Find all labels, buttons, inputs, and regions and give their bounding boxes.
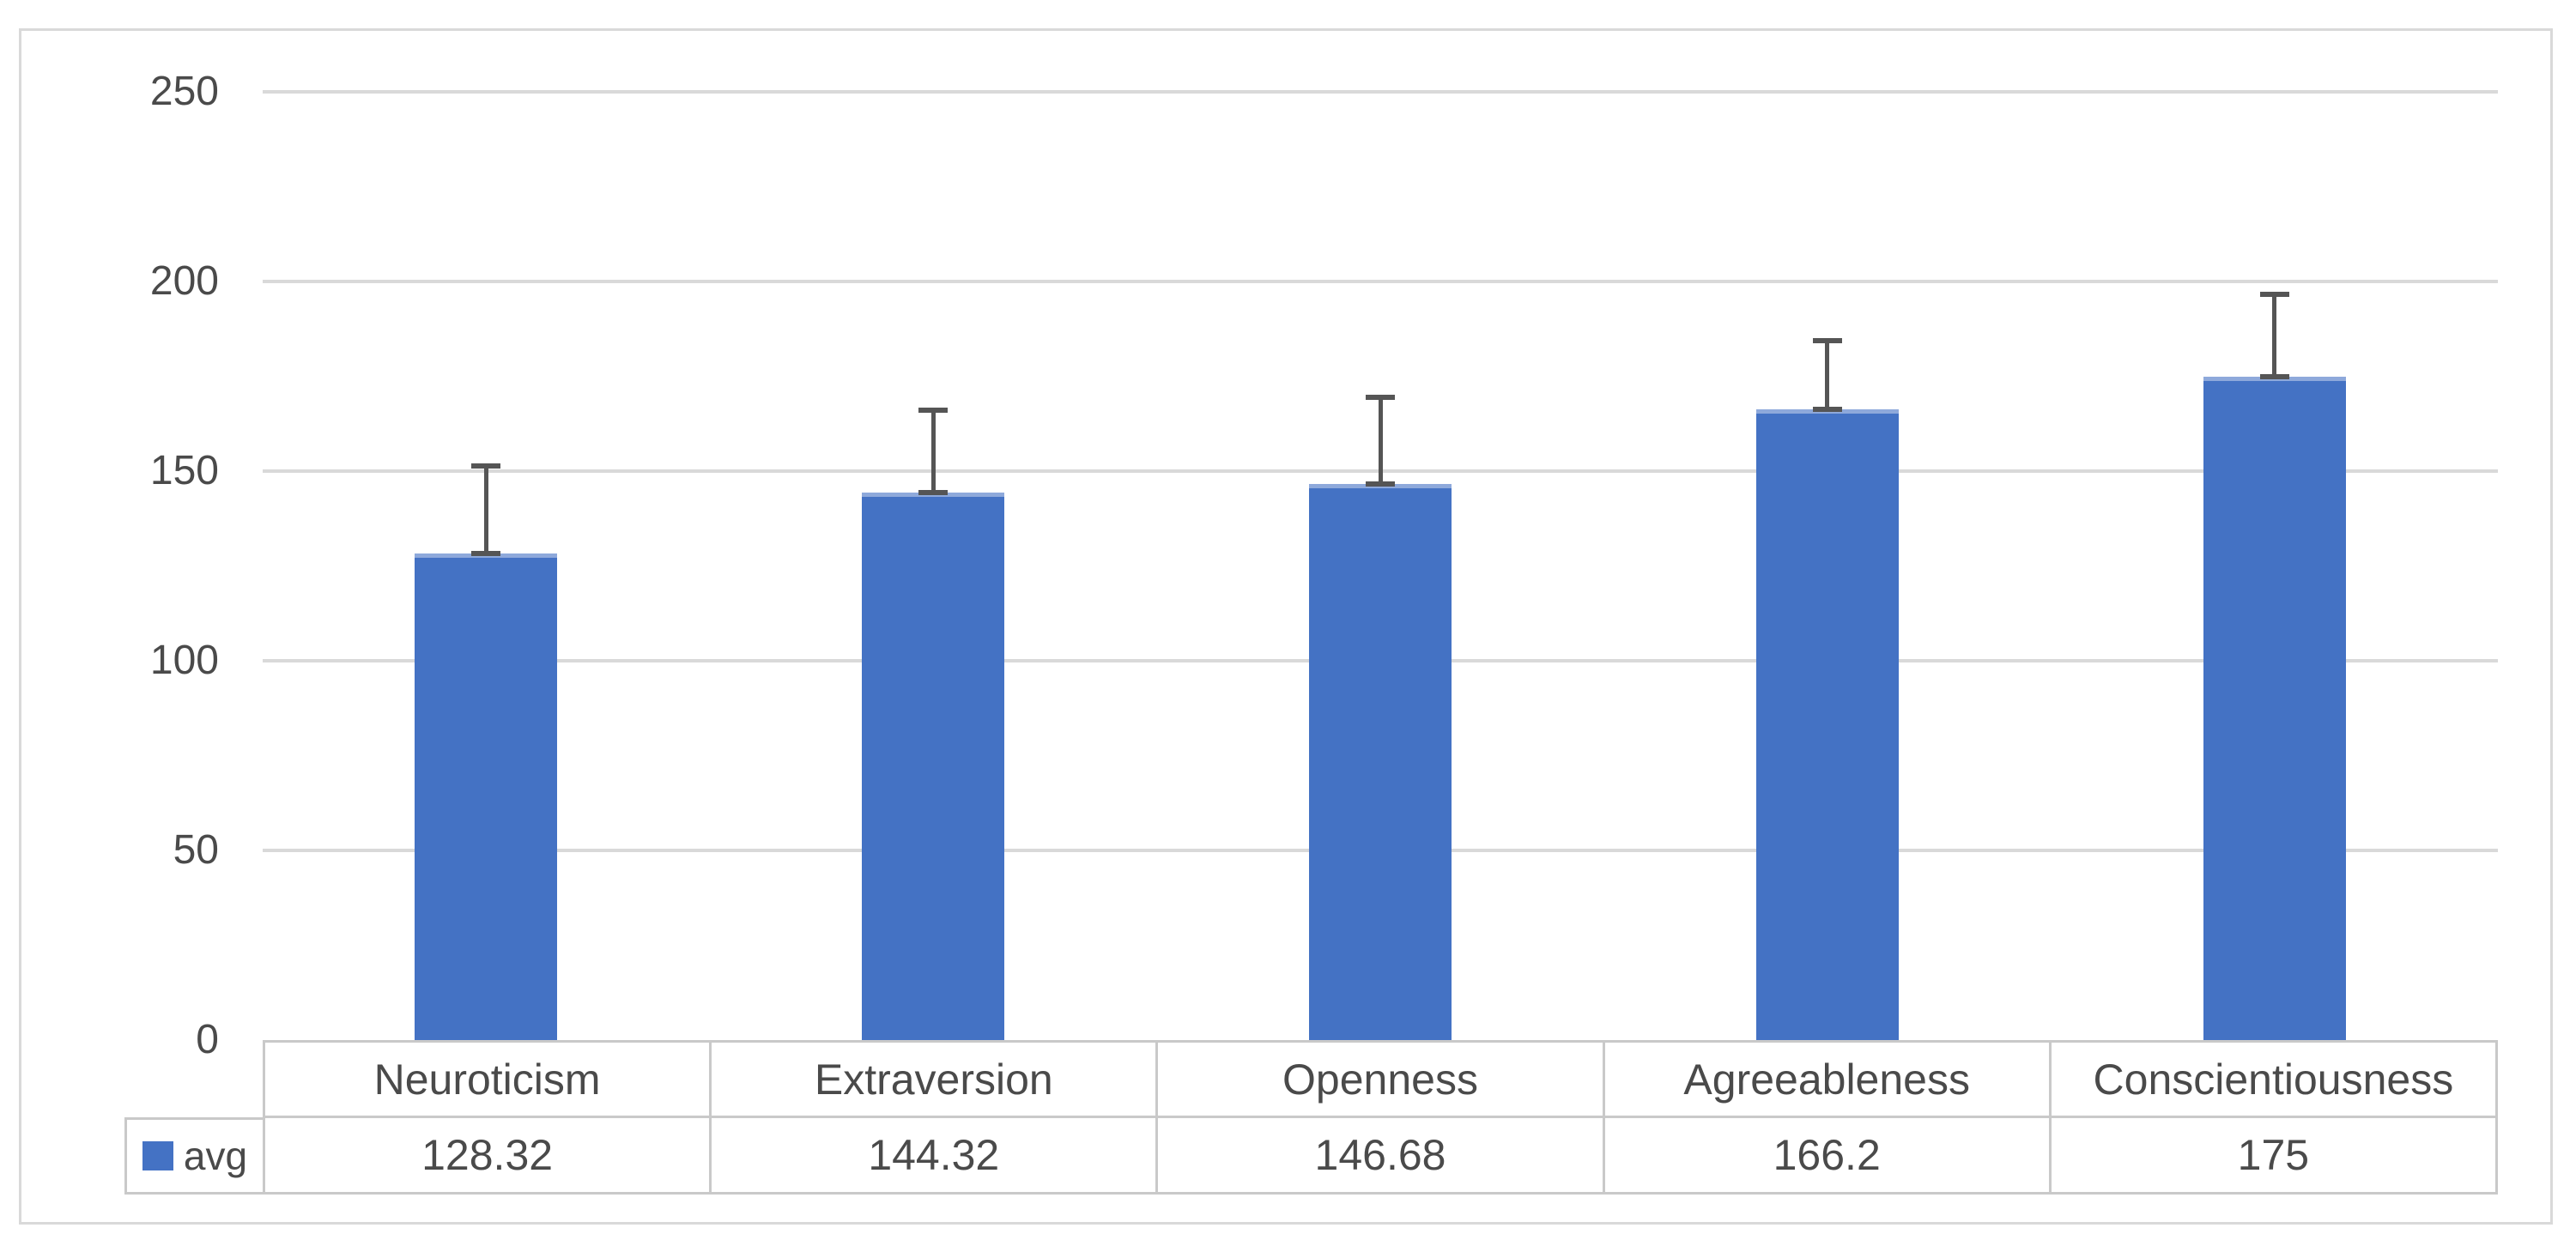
- y-axis-tick-label: 150: [149, 448, 219, 493]
- table-value-cell: 166.2: [1604, 1118, 2052, 1195]
- error-bar-cap-bottom: [2259, 373, 2289, 379]
- error-bar-cap-top: [2259, 292, 2289, 298]
- y-axis-tick-label: 200: [149, 258, 219, 304]
- y-axis-tick-label: 0: [196, 1017, 219, 1062]
- table-header-cell: Agreeableness: [1604, 1043, 2052, 1118]
- error-bar-cap-top: [1812, 337, 1842, 343]
- bar-agreeableness: [1755, 409, 1899, 1040]
- bar-openness: [1309, 483, 1452, 1040]
- error-bar-line: [930, 410, 936, 493]
- chart-frame: 0 50 100 150 200 250 Neuroticism Extraversion…: [19, 28, 2553, 1225]
- y-axis-tick-label: 100: [149, 638, 219, 683]
- error-bar-line: [2272, 294, 2277, 377]
- table-value-cell: 146.68: [1158, 1118, 1605, 1195]
- error-bar-cap-bottom: [1812, 407, 1842, 413]
- bars-layer: [263, 92, 2498, 1040]
- table-header-cell: Neuroticism: [265, 1043, 712, 1118]
- y-axis-tick-label: 50: [173, 827, 219, 873]
- error-bar-line: [1378, 396, 1383, 484]
- bar-neuroticism: [415, 553, 558, 1040]
- legend-color-swatch: [142, 1141, 173, 1170]
- error-bar-cap-bottom: [1366, 481, 1395, 487]
- table-value-cell: 175: [2051, 1118, 2498, 1195]
- legend-series-label: avg: [183, 1134, 248, 1178]
- y-axis-tick-label: 250: [149, 69, 219, 114]
- table-value-cell: 128.32: [265, 1118, 712, 1195]
- gridline: [263, 90, 2498, 94]
- error-bar-line: [1825, 340, 1830, 410]
- gridline: [263, 280, 2498, 283]
- bar-conscientiousness: [2203, 376, 2346, 1040]
- error-bar-line: [483, 465, 488, 553]
- table-header-cell: Openness: [1158, 1043, 1605, 1118]
- plot-area: [263, 90, 2498, 1040]
- error-bar-cap-top: [1366, 394, 1395, 400]
- table-header-cell: Conscientiousness: [2051, 1043, 2498, 1118]
- table-header-cell: Extraversion: [712, 1043, 1159, 1118]
- error-bar-cap-bottom: [471, 550, 501, 556]
- error-bar-cap-top: [471, 463, 501, 469]
- data-table: Neuroticism Extraversion Openness Agreea…: [263, 1040, 2498, 1195]
- error-bar-cap-bottom: [918, 490, 949, 496]
- bar-extraversion: [862, 493, 1005, 1040]
- y-axis: 0 50 100 150 200 250: [21, 71, 219, 1061]
- error-bar-cap-top: [918, 408, 949, 414]
- table-value-cell: 144.32: [712, 1118, 1159, 1195]
- legend-key-cell: avg: [124, 1117, 265, 1195]
